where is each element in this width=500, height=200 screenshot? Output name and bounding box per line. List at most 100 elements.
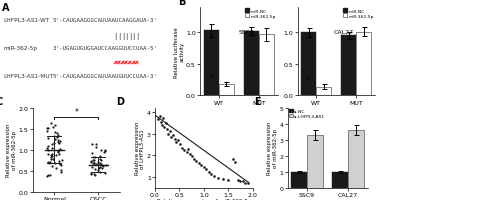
Legend: miR-NC, miR-362-5p: miR-NC, miR-362-5p [245,9,276,19]
Point [51,161,59,165]
Text: LHFPL3-AS1-MUT: LHFPL3-AS1-MUT [4,74,54,78]
Point [100,151,108,154]
Text: |: | [136,33,138,40]
Point [50,134,58,138]
Bar [332,172,348,188]
Point [229,157,237,160]
Text: |: | [114,33,117,40]
Text: A: A [2,3,10,13]
Point [101,148,109,152]
Point [44,136,52,140]
Text: |: | [129,33,131,40]
Point [174,139,182,142]
Point [48,165,56,168]
Point [56,153,64,156]
Point [157,120,165,124]
Point [90,168,98,171]
Bar [356,33,372,96]
Point [48,155,56,158]
Point [154,118,162,121]
Text: |: | [132,33,135,40]
Text: E: E [254,97,260,107]
Point [186,153,194,156]
Point [100,165,108,168]
Text: +: + [130,58,138,66]
Point [244,181,252,184]
Point [195,162,203,165]
Point [156,115,164,118]
Legend: miR-NC, miR-362-5p: miR-NC, miR-362-5p [342,9,374,19]
Point [48,143,56,146]
Point [58,159,66,162]
Point [50,124,58,127]
Y-axis label: Relative expression
of miR-362-5p: Relative expression of miR-362-5p [6,123,17,177]
Point [102,163,110,167]
Point [88,161,96,165]
Point [207,172,215,176]
Point [200,166,208,169]
Point [56,164,64,167]
Point [94,167,102,170]
Text: B: B [178,0,186,6]
Point [101,150,109,153]
Bar [307,135,322,188]
Point [52,131,60,135]
Point [210,175,218,178]
Text: +: + [112,58,120,66]
Point [48,147,56,150]
Point [159,117,167,120]
Text: 5'-CAUGAAGGGCAUUAAUCAAGGAUA-3': 5'-CAUGAAGGGCAUUAAUCAAGGAUA-3' [52,18,158,22]
Point [90,162,98,165]
Point [57,168,65,171]
Point [168,133,176,137]
Point [54,159,62,163]
Bar [291,172,307,188]
Point [158,124,166,127]
Point [54,151,62,154]
Y-axis label: Relative expression
of LHFPL3-AS1: Relative expression of LHFPL3-AS1 [134,121,145,175]
Point [52,138,60,141]
Y-axis label: Relative expression
of miR-362-5p: Relative expression of miR-362-5p [267,121,278,175]
Text: |: | [126,33,128,40]
Point [58,171,66,174]
Point [56,163,64,166]
Point [97,158,105,162]
Point [47,157,55,160]
Point [89,156,97,159]
Bar [301,33,316,96]
Point [43,175,51,178]
Point [48,121,56,125]
Point [90,159,98,162]
Text: LHFPL3-AS1-WT: LHFPL3-AS1-WT [4,18,50,22]
Point [54,142,62,145]
Point [236,180,244,183]
Bar [244,32,259,96]
Point [88,142,96,146]
Text: |: | [122,33,124,40]
Point [202,168,210,171]
Text: |: | [118,33,120,40]
Point [176,143,184,146]
Point [44,153,52,156]
Point [232,160,239,164]
Point [96,158,104,161]
Point [48,158,56,161]
Point [97,162,105,165]
Point [47,156,55,159]
Point [92,146,100,149]
Point [90,173,98,176]
Point [50,130,58,134]
Point [96,165,104,168]
Point [52,135,60,139]
Point [92,156,100,159]
Point [188,155,196,158]
Legend: si-NC, si-LHFPL3-AS1: si-NC, si-LHFPL3-AS1 [288,109,326,119]
Point [54,141,62,144]
Bar [204,31,218,96]
Point [184,147,192,151]
Point [43,127,51,130]
Point [46,174,54,177]
Point [96,162,104,165]
Point [89,159,97,162]
Bar [259,35,274,96]
